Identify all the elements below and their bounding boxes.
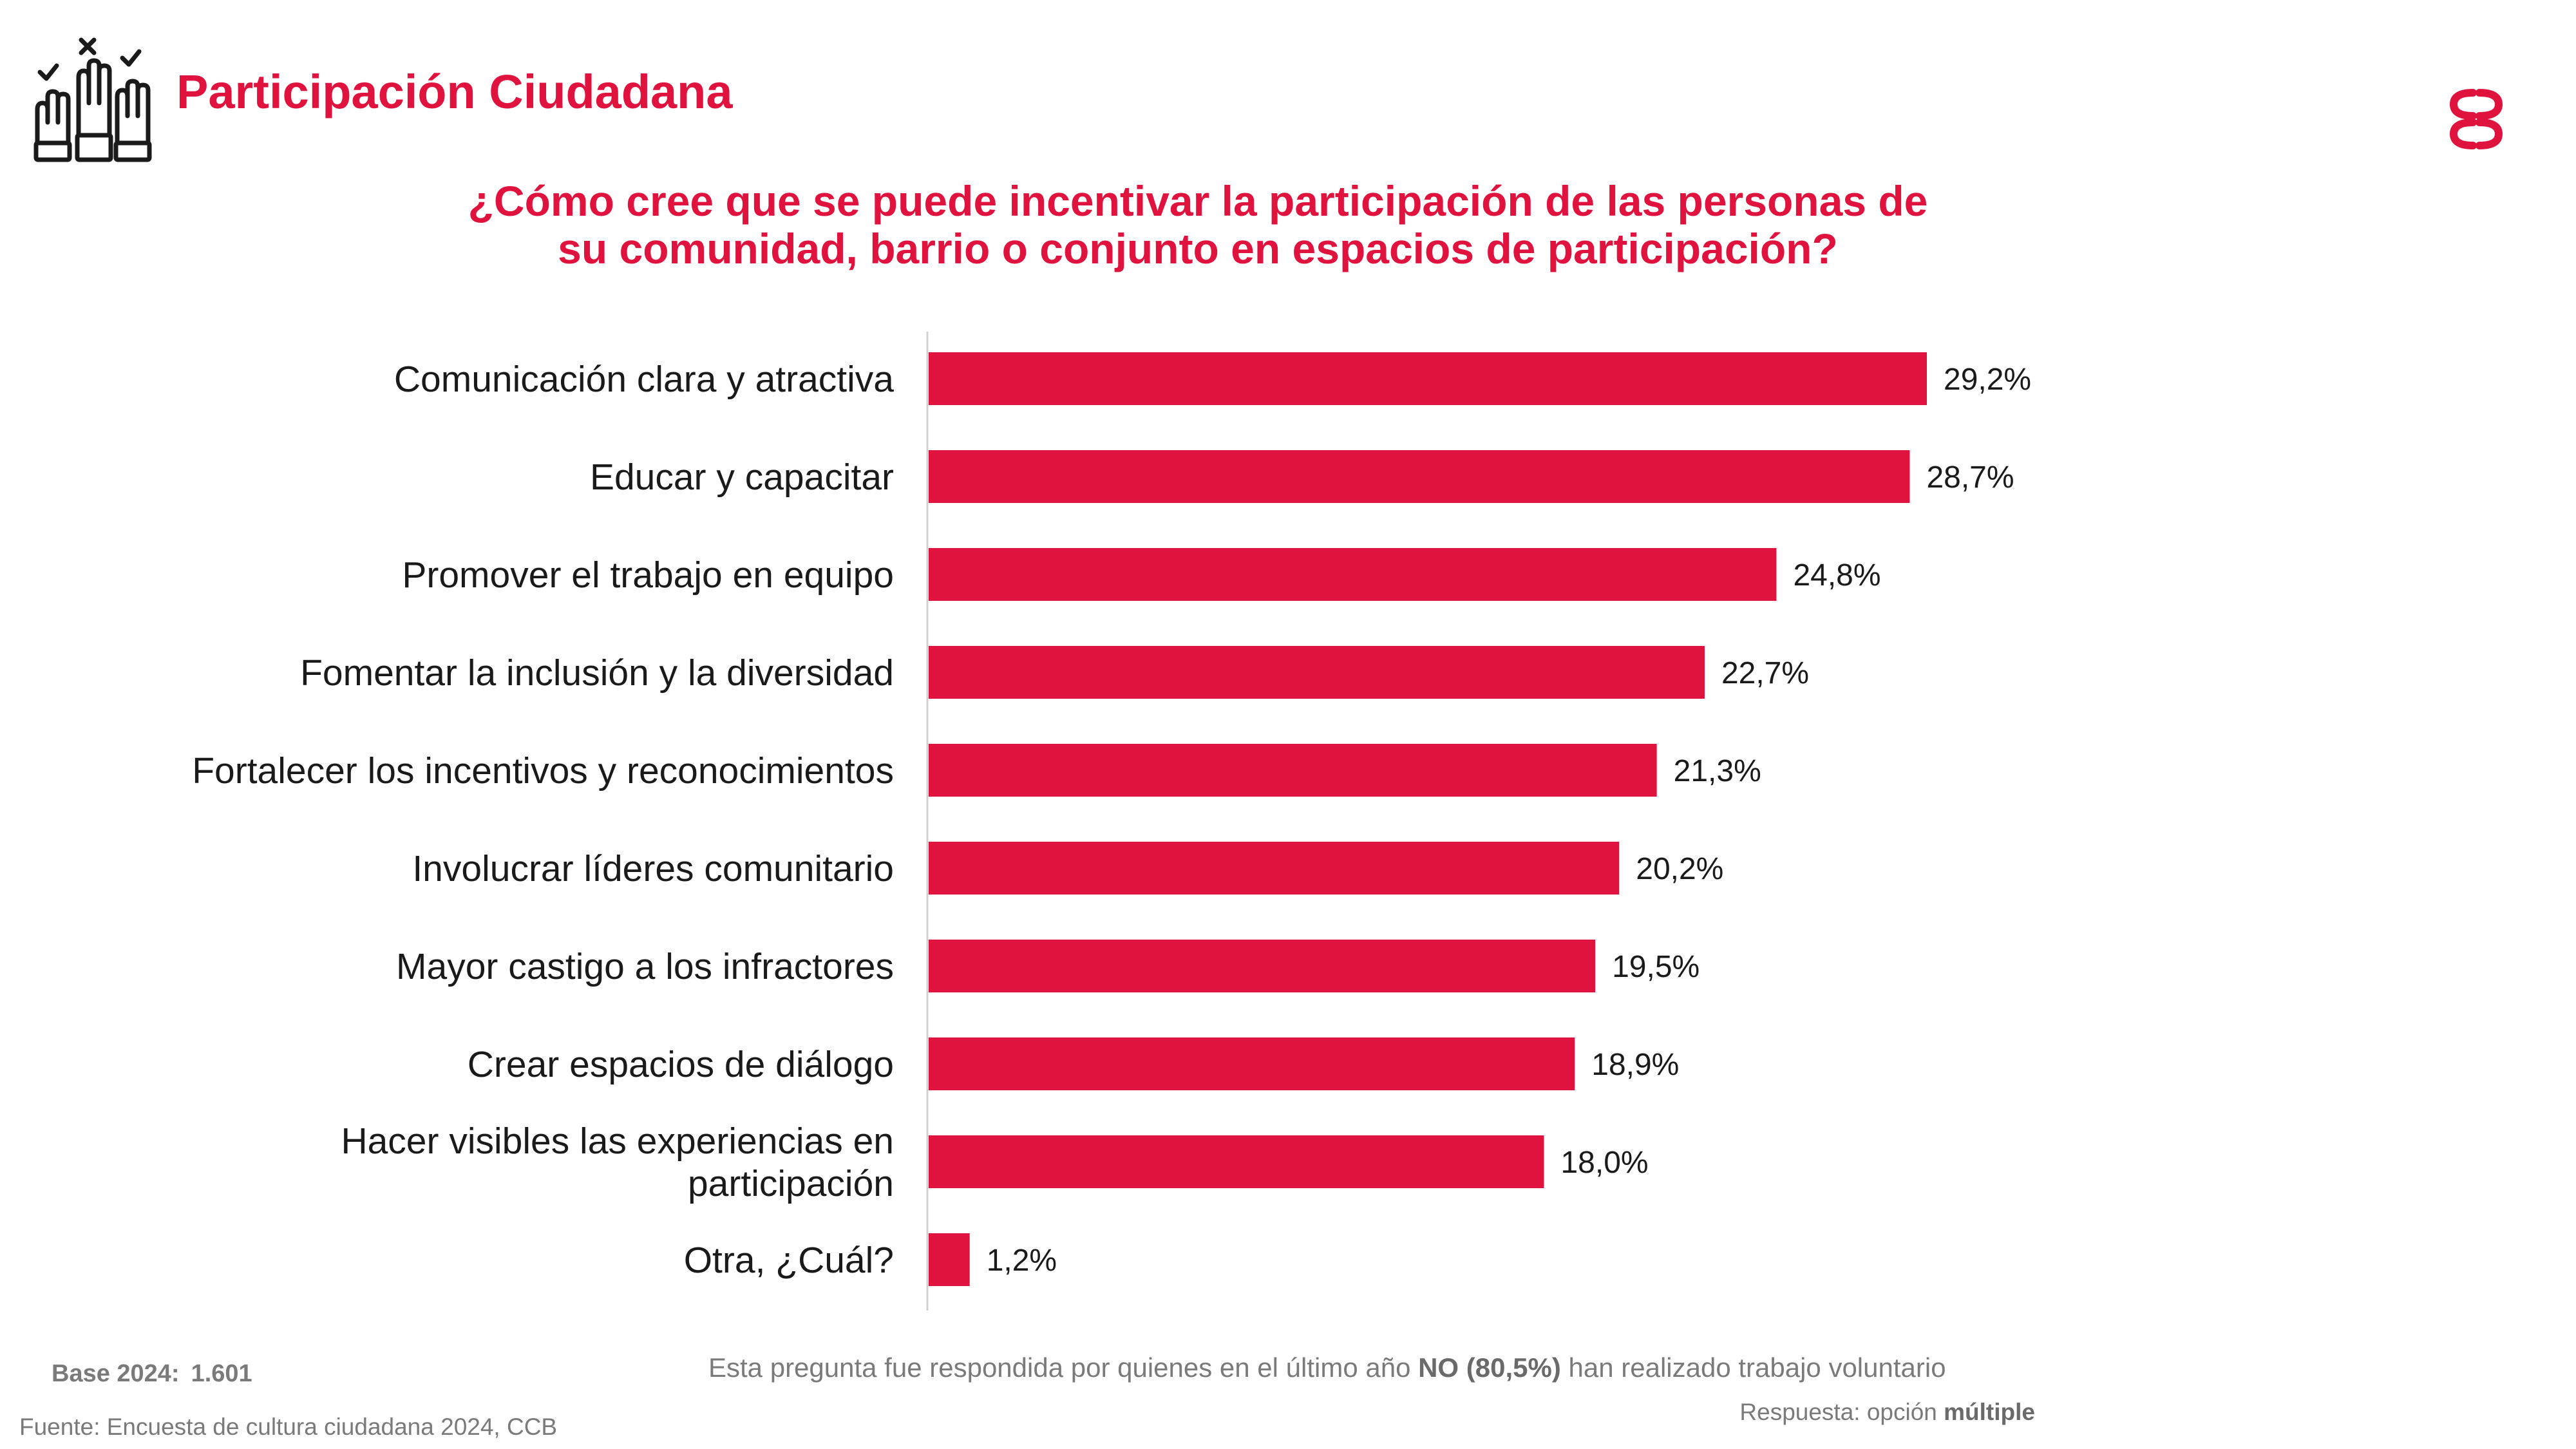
bar (929, 842, 1620, 895)
category-label: Fomentar la inclusión y la diversidad (300, 652, 894, 694)
filter-note-suffix: han realizado trabajo voluntario (1560, 1352, 1946, 1383)
value-label: 18,9% (1591, 1048, 1679, 1082)
ccb-logo-icon (2449, 89, 2503, 149)
bar (929, 1233, 970, 1286)
filter-note-bold: NO (80,5%) (1418, 1352, 1561, 1383)
filter-note-prefix: Esta pregunta fue respondida por quienes… (708, 1352, 1419, 1383)
category-label: Mayor castigo a los infractores (396, 946, 894, 987)
bar (929, 450, 1910, 503)
bar (929, 1037, 1575, 1090)
value-label: 24,8% (1793, 558, 1880, 592)
bar (929, 548, 1777, 601)
category-label: Fortalecer los incentivos y reconocimien… (192, 750, 894, 791)
value-label: 19,5% (1612, 950, 1700, 984)
question-line-2: su comunidad, barrio o conjunto en espac… (558, 225, 1838, 272)
category-label: Otra, ¿Cuál? (684, 1240, 894, 1281)
bar (929, 1135, 1544, 1188)
question-line-1: ¿Cómo cree que se puede incentivar la pa… (468, 177, 1928, 225)
category-label: participación (688, 1163, 894, 1204)
category-label: Promover el trabajo en equipo (402, 554, 894, 596)
value-label: 1,2% (987, 1244, 1057, 1278)
value-label: 18,0% (1560, 1146, 1648, 1180)
base-value: 1.601 (191, 1360, 252, 1387)
response-bold: múltiple (1944, 1399, 2035, 1425)
filter-note: Esta pregunta fue respondida por quienes… (708, 1352, 1946, 1383)
value-label: 28,7% (1926, 460, 2014, 495)
value-label: 21,3% (1674, 754, 1761, 788)
bar-chart: 29,2% Comunicación clara y atractiva 28,7%… (192, 332, 2031, 1311)
value-label: 20,2% (1636, 852, 1723, 886)
bar (929, 646, 1705, 699)
category-label: Educar y capacitar (590, 457, 894, 498)
response-prefix: Respuesta: opción (1739, 1399, 1944, 1425)
section-title: Participación Ciudadana (176, 65, 733, 118)
category-label: Involucrar líderes comunitario (412, 848, 894, 889)
value-label: 22,7% (1721, 656, 1809, 690)
raised-hands-voting-icon (33, 37, 152, 162)
value-label: 29,2% (1944, 363, 2031, 397)
category-label: Comunicación clara y atractiva (394, 359, 894, 400)
category-label: Crear espacios de diálogo (468, 1044, 894, 1085)
bar (929, 940, 1596, 992)
base-label: Base 2024: (52, 1360, 180, 1387)
category-label: Hacer visibles las experiencias en (341, 1121, 894, 1162)
question-title: ¿Cómo cree que se puede incentivar la pa… (361, 177, 2035, 272)
source-note: Fuente: Encuesta de cultura ciudadana 20… (19, 1414, 558, 1440)
response-note: Respuesta: opción múltiple (1739, 1399, 2035, 1426)
bar (929, 744, 1657, 797)
bar (929, 352, 1927, 405)
base-note: Base 2024: 1.601 (52, 1360, 252, 1388)
